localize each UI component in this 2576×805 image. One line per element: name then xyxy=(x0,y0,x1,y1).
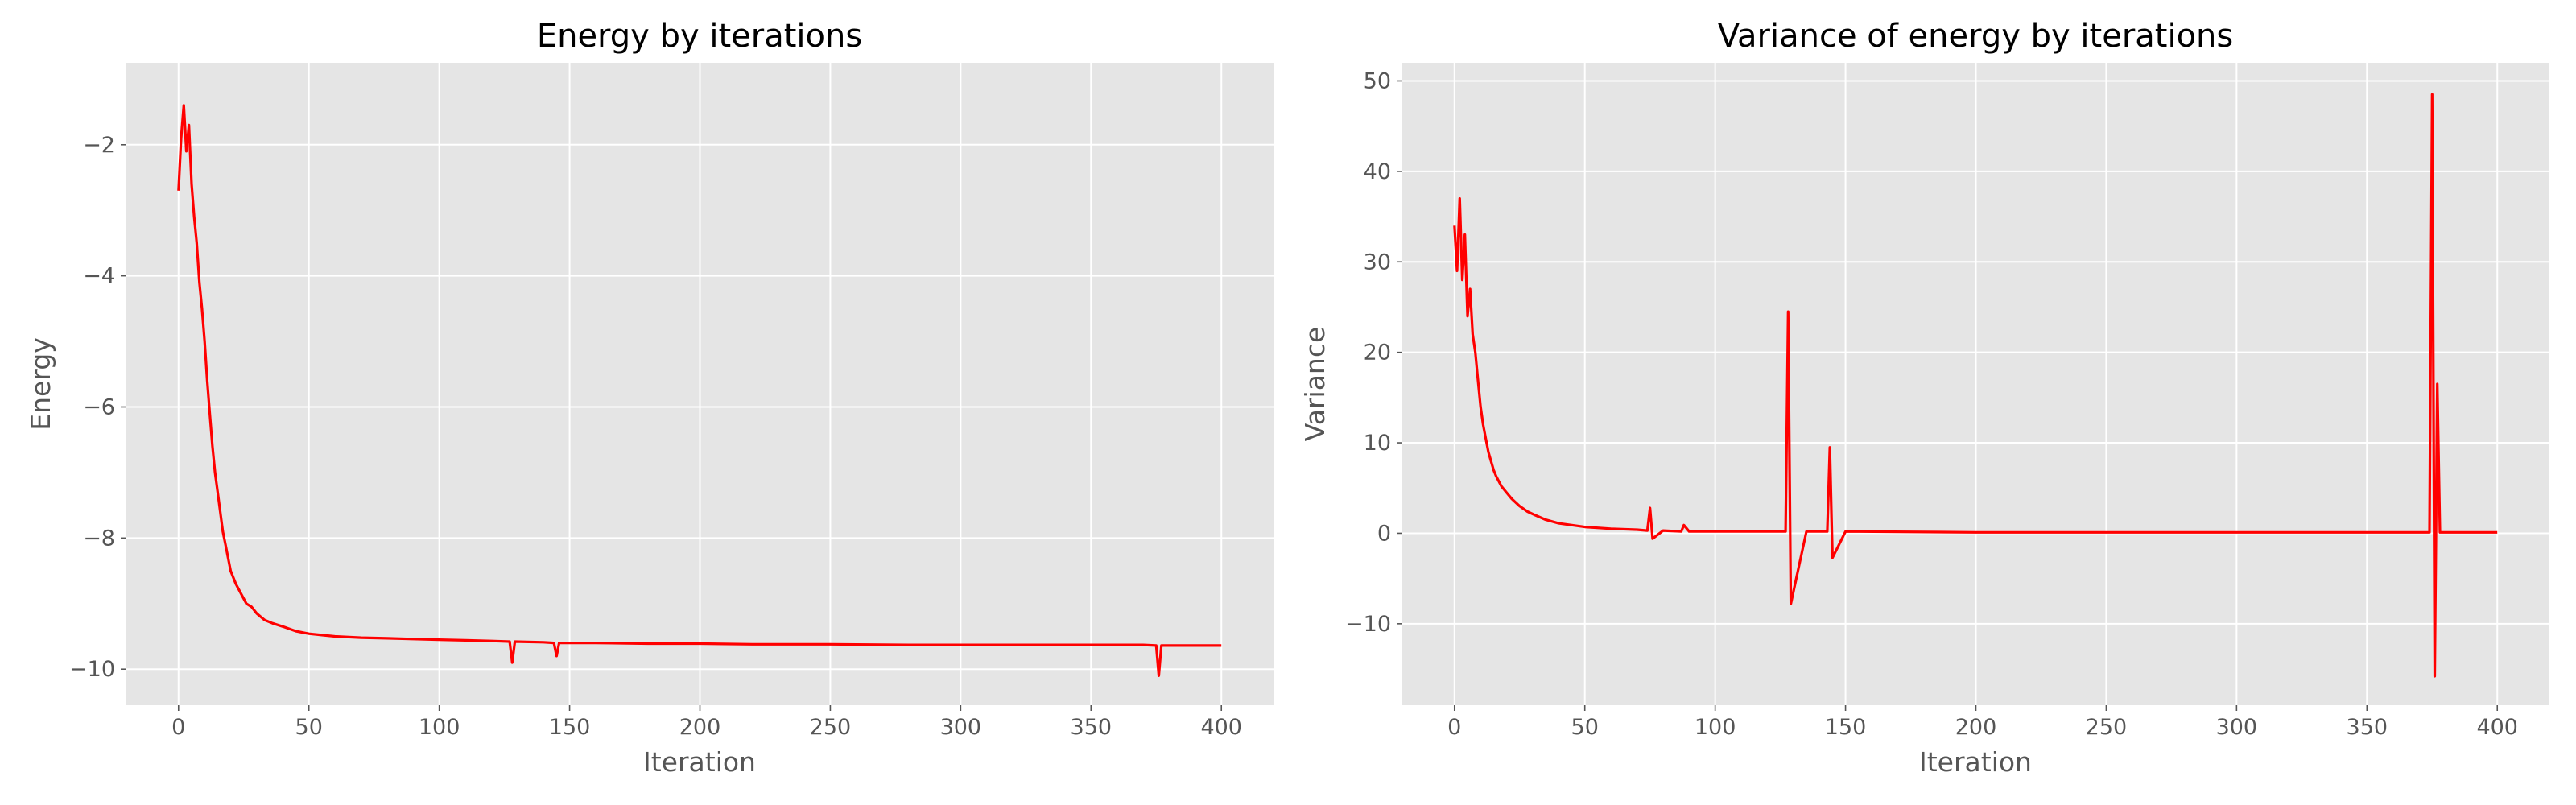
x-tick-label: 100 xyxy=(419,715,460,740)
x-tick-label: 400 xyxy=(2476,715,2518,740)
y-tick-label: 40 xyxy=(1364,159,1391,184)
x-axis-label-variance: Iteration xyxy=(1919,746,2032,778)
x-tick-label: 150 xyxy=(1825,715,1867,740)
variance-line xyxy=(1453,93,2498,678)
y-tick-label: −2 xyxy=(83,133,115,158)
x-tick-label: 0 xyxy=(171,715,185,740)
x-tick-label: 200 xyxy=(679,715,721,740)
energy-series-group xyxy=(177,104,1222,678)
y-tick-label: 10 xyxy=(1364,431,1391,456)
y-ticks-energy: −10 −8 −6 −4 −2 xyxy=(69,133,126,682)
x-ticks-energy: 0 50 100 150 200 250 300 350 400 xyxy=(171,705,1242,740)
y-tick-label: 0 xyxy=(1377,521,1391,546)
y-tick-label: −8 xyxy=(83,526,115,551)
x-tick-label: 250 xyxy=(2086,715,2128,740)
x-tick-label: 200 xyxy=(1955,715,1997,740)
x-tick-label: 150 xyxy=(549,715,591,740)
gridlines-energy xyxy=(126,63,1274,705)
chart-title-variance: Variance of energy by iterations xyxy=(1718,18,2233,55)
y-axis-label-variance: Variance xyxy=(1299,327,1331,442)
x-tick-label: 50 xyxy=(1571,715,1599,740)
y-tick-label: 50 xyxy=(1364,68,1391,93)
x-tick-label: 350 xyxy=(2347,715,2388,740)
x-tick-label: 0 xyxy=(1447,715,1461,740)
variance-series-group xyxy=(1453,93,2498,678)
x-tick-label: 400 xyxy=(1200,715,1242,740)
x-tick-label: 100 xyxy=(1695,715,1736,740)
x-axis-label-energy: Iteration xyxy=(643,746,756,778)
chart-title-energy: Energy by iterations xyxy=(537,18,862,55)
x-tick-label: 300 xyxy=(940,715,982,740)
y-tick-label: −10 xyxy=(69,657,115,682)
y-ticks-variance: −10 0 10 20 30 40 50 xyxy=(1345,68,1402,637)
y-tick-label: 30 xyxy=(1364,250,1391,275)
variance-chart: 0 50 100 150 200 250 300 350 400 −1001020304050 … xyxy=(1299,18,2549,778)
x-tick-label: 250 xyxy=(810,715,852,740)
x-ticks-variance: 0 50 100 150 200 250 300 350 400 xyxy=(1447,705,2518,740)
energy-line xyxy=(177,104,1222,678)
x-tick-label: 300 xyxy=(2216,715,2258,740)
y-tick-label: −4 xyxy=(83,264,115,289)
x-tick-label: 50 xyxy=(295,715,323,740)
x-tick-label: 350 xyxy=(1071,715,1113,740)
y-tick-label: 20 xyxy=(1364,341,1391,365)
y-tick-label: −10 xyxy=(1345,612,1391,637)
y-axis-label-energy: Energy xyxy=(25,337,56,431)
y-tick-label: −6 xyxy=(83,395,115,420)
energy-chart: 0 50 100 150 200 250 300 350 400 −10 −8 −6 −4 −2 Ene… xyxy=(25,18,1274,778)
